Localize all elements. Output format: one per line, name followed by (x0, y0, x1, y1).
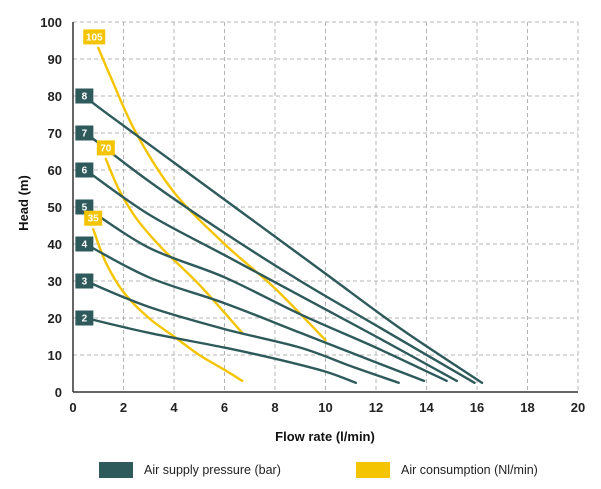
y-tick-label: 10 (48, 348, 62, 363)
consumption-label-70-box (96, 140, 115, 156)
consumption-label-105-text: 105 (86, 32, 103, 43)
y-tick-label: 0 (55, 385, 62, 400)
legend-swatch-1 (356, 462, 390, 478)
pressure-label-8-box (75, 88, 94, 104)
y-tick-label: 30 (48, 274, 62, 289)
pressure-line-7-bar (84, 131, 476, 384)
pressure-label-8-text: 8 (82, 92, 88, 103)
legend-swatch-0 (99, 462, 133, 478)
y-tick-label: 40 (48, 237, 62, 252)
legend: Air supply pressure (bar) Air consumption… (99, 462, 538, 478)
x-tick-label: 6 (221, 400, 228, 415)
x-tick-label: 12 (369, 400, 383, 415)
consumption-line-70 (104, 157, 244, 334)
pressure-line-5-bar (84, 205, 448, 383)
y-tick-label: 70 (48, 126, 62, 141)
axes: 0 2 4 6 8 10 12 14 16 18 20 0 10 20 30 40 50 60 70 80 90 100 (40, 15, 585, 415)
consumption-label-105-box (83, 29, 106, 45)
x-tick-label: 20 (571, 400, 585, 415)
x-axis-title: Flow rate (l/min) (275, 429, 375, 444)
legend-label-1: Air consumption (Nl/min) (401, 463, 538, 477)
pressure-label-7-box (75, 125, 94, 141)
y-tick-label: 50 (48, 200, 62, 215)
pressure-label-7-text: 7 (82, 129, 88, 140)
grid (73, 21, 579, 392)
x-tick-label: 18 (520, 400, 534, 415)
consumption-label-70-text: 70 (100, 143, 112, 154)
pressure-label-3-box (75, 273, 94, 289)
pressure-label-5-text: 5 (82, 203, 88, 214)
pressure-line-6-bar (84, 168, 458, 383)
consumption-line-35 (92, 228, 244, 383)
x-tick-label: 2 (120, 400, 127, 415)
consumption-label-35-box (84, 210, 103, 226)
consumption-line-105 (97, 46, 327, 342)
y-axis-title: Head (m) (16, 175, 31, 231)
y-tick-label: 60 (48, 163, 62, 178)
pressure-label-2-text: 2 (82, 314, 88, 325)
pressure-label-4-text: 4 (82, 240, 88, 251)
x-tick-label: 8 (271, 400, 278, 415)
pressure-label-3-text: 3 (82, 277, 88, 288)
pressure-line-3-bar (84, 279, 400, 384)
y-tick-label: 90 (48, 52, 62, 67)
consumption-label-35-text: 35 (88, 214, 100, 225)
series-labels: 2 3 4 5 6 7 8 35 70 105 (75, 29, 115, 326)
pressure-label-6-text: 6 (82, 166, 88, 177)
series-lines (84, 46, 484, 384)
y-tick-label: 100 (40, 15, 62, 30)
y-tick-label: 80 (48, 89, 62, 104)
y-tick-label: 20 (48, 311, 62, 326)
pressure-label-4-box (75, 236, 94, 252)
x-tick-label: 0 (69, 400, 76, 415)
x-tick-label: 16 (470, 400, 484, 415)
legend-label-0: Air supply pressure (bar) (144, 463, 281, 477)
x-tick-label: 4 (170, 400, 178, 415)
pressure-line-2-bar (84, 316, 357, 384)
pressure-line-4-bar (84, 242, 426, 383)
x-tick-label: 10 (318, 400, 332, 415)
pressure-label-6-box (75, 162, 94, 178)
pressure-line-8-bar (84, 94, 484, 384)
x-tick-label: 14 (419, 400, 434, 415)
pressure-label-2-box (75, 310, 94, 326)
